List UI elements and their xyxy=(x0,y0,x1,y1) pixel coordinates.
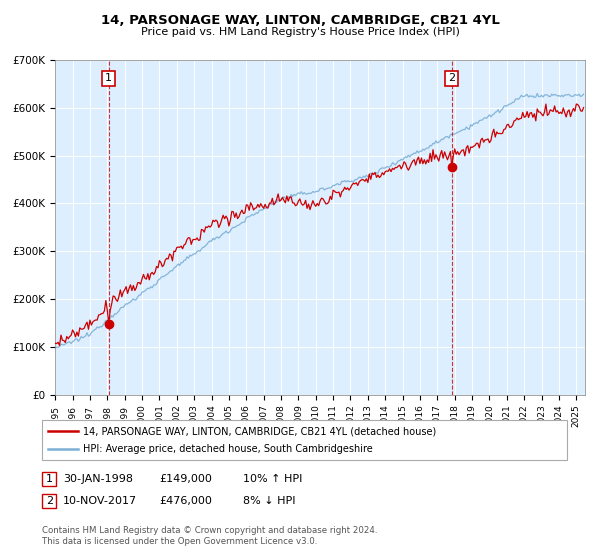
Text: 2: 2 xyxy=(46,496,53,506)
Text: 10-NOV-2017: 10-NOV-2017 xyxy=(63,496,137,506)
Text: 1: 1 xyxy=(105,73,112,83)
Text: £476,000: £476,000 xyxy=(159,496,212,506)
Text: HPI: Average price, detached house, South Cambridgeshire: HPI: Average price, detached house, Sout… xyxy=(83,444,373,454)
Text: Price paid vs. HM Land Registry's House Price Index (HPI): Price paid vs. HM Land Registry's House … xyxy=(140,27,460,37)
Text: 14, PARSONAGE WAY, LINTON, CAMBRIDGE, CB21 4YL: 14, PARSONAGE WAY, LINTON, CAMBRIDGE, CB… xyxy=(101,14,499,27)
Text: 2: 2 xyxy=(448,73,455,83)
Text: 10% ↑ HPI: 10% ↑ HPI xyxy=(243,474,302,484)
Text: 14, PARSONAGE WAY, LINTON, CAMBRIDGE, CB21 4YL (detached house): 14, PARSONAGE WAY, LINTON, CAMBRIDGE, CB… xyxy=(83,426,436,436)
Text: Contains HM Land Registry data © Crown copyright and database right 2024.
This d: Contains HM Land Registry data © Crown c… xyxy=(42,526,377,546)
Text: 8% ↓ HPI: 8% ↓ HPI xyxy=(243,496,296,506)
Text: £149,000: £149,000 xyxy=(159,474,212,484)
Text: 1: 1 xyxy=(46,474,53,484)
Text: 30-JAN-1998: 30-JAN-1998 xyxy=(63,474,133,484)
